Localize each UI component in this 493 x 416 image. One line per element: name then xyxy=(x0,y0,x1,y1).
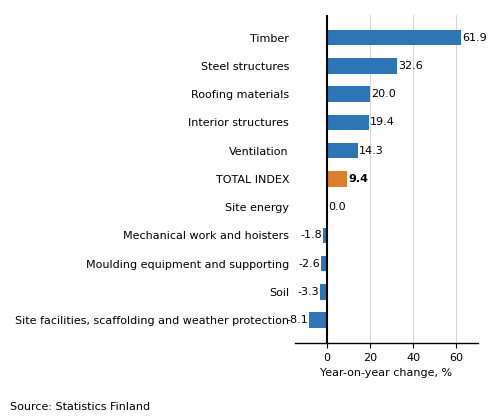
Bar xyxy=(327,87,370,102)
Bar xyxy=(310,312,327,328)
Text: 32.6: 32.6 xyxy=(398,61,423,71)
Text: 9.4: 9.4 xyxy=(349,174,368,184)
Text: -3.3: -3.3 xyxy=(297,287,319,297)
Text: 19.4: 19.4 xyxy=(370,117,395,127)
Text: -1.8: -1.8 xyxy=(300,230,322,240)
Text: -2.6: -2.6 xyxy=(299,259,320,269)
Text: 20.0: 20.0 xyxy=(371,89,396,99)
Bar xyxy=(327,58,397,74)
Bar xyxy=(320,284,327,300)
Text: 0.0: 0.0 xyxy=(328,202,346,212)
Bar xyxy=(327,143,358,158)
X-axis label: Year-on-year change, %: Year-on-year change, % xyxy=(320,368,453,378)
Bar xyxy=(327,171,347,187)
Text: 61.9: 61.9 xyxy=(462,33,487,43)
Bar xyxy=(327,115,369,130)
Bar xyxy=(323,228,327,243)
Text: -8.1: -8.1 xyxy=(287,315,309,325)
Bar xyxy=(327,30,460,45)
Text: Source: Statistics Finland: Source: Statistics Finland xyxy=(10,402,150,412)
Text: 14.3: 14.3 xyxy=(359,146,384,156)
Bar xyxy=(321,256,327,272)
